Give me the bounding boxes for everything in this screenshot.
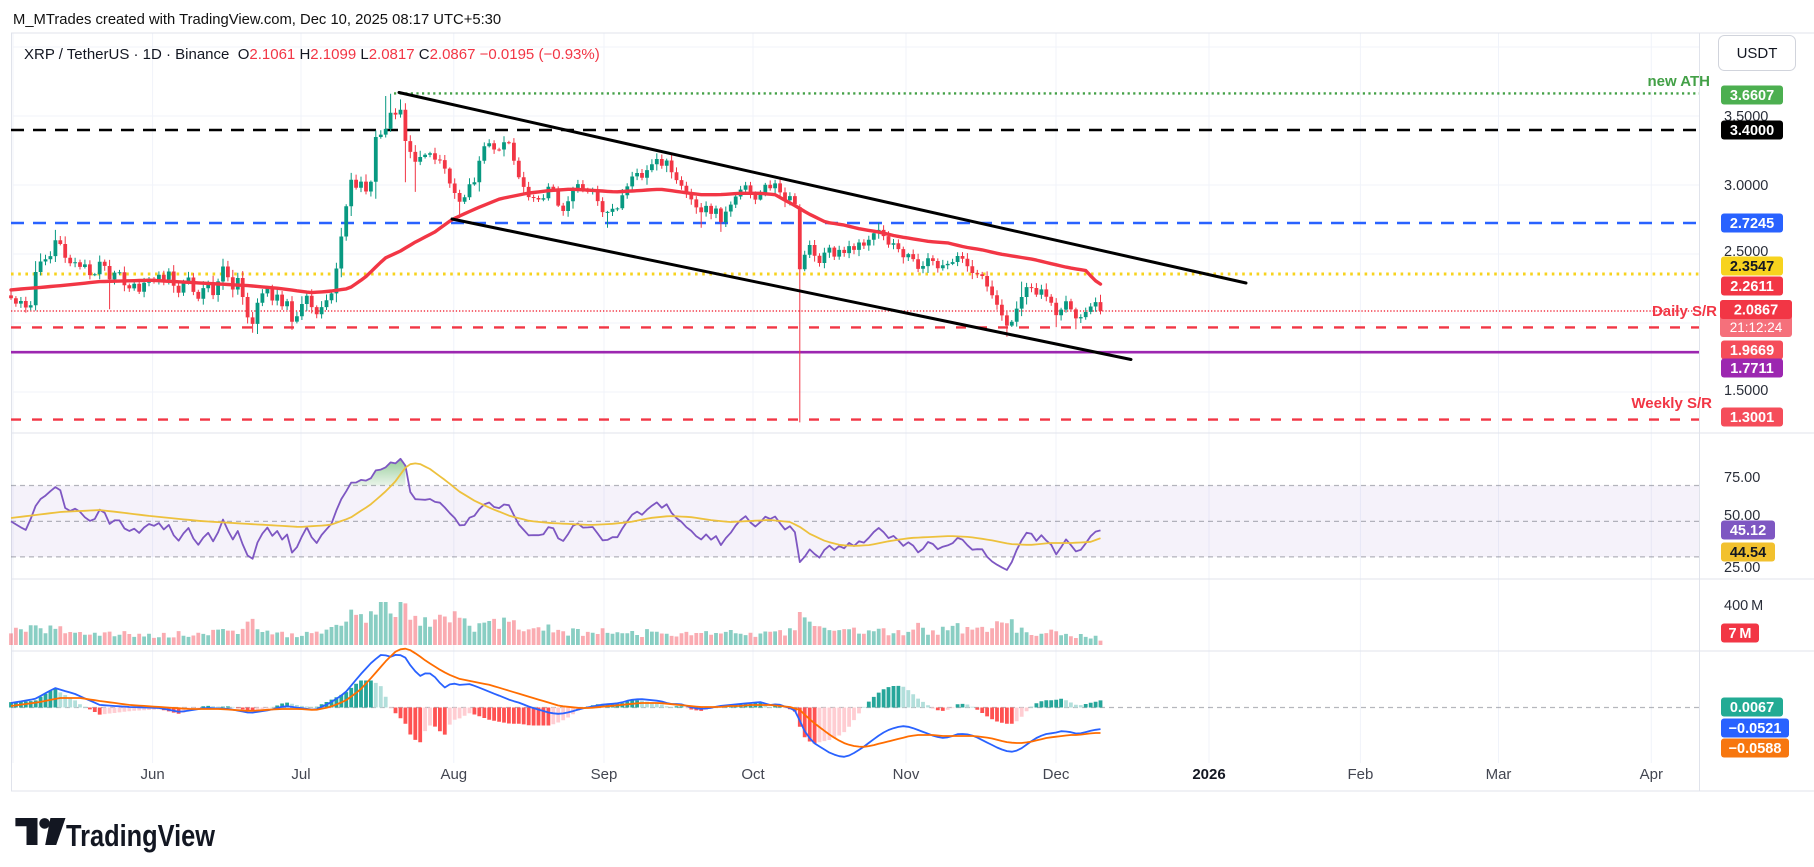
svg-text:Dec: Dec xyxy=(1043,766,1070,783)
svg-text:25.00: 25.00 xyxy=(1724,560,1760,576)
svg-text:7 M: 7 M xyxy=(1728,626,1751,642)
svg-text:Aug: Aug xyxy=(440,766,467,783)
svg-text:2.7245: 2.7245 xyxy=(1730,216,1774,232)
svg-text:3.4000: 3.4000 xyxy=(1730,123,1774,139)
svg-text:Oct: Oct xyxy=(741,766,765,783)
svg-text:21:12:24: 21:12:24 xyxy=(1730,320,1783,335)
svg-text:new ATH: new ATH xyxy=(1648,73,1711,90)
svg-text:Nov: Nov xyxy=(893,766,920,783)
svg-text:2.0867: 2.0867 xyxy=(1734,303,1778,319)
svg-text:75.00: 75.00 xyxy=(1724,470,1760,486)
svg-text:3.0000: 3.0000 xyxy=(1724,178,1768,194)
svg-text:3.6607: 3.6607 xyxy=(1730,88,1774,104)
svg-text:−0.0588: −0.0588 xyxy=(1729,741,1782,757)
svg-text:Mar: Mar xyxy=(1486,766,1512,783)
svg-text:0.0067: 0.0067 xyxy=(1730,700,1774,716)
svg-text:Feb: Feb xyxy=(1347,766,1373,783)
svg-text:Jun: Jun xyxy=(141,766,165,783)
svg-text:Weekly S/R: Weekly S/R xyxy=(1631,395,1712,412)
svg-text:2.5000: 2.5000 xyxy=(1724,244,1768,260)
svg-text:Jul: Jul xyxy=(291,766,310,783)
svg-text:2.3547: 2.3547 xyxy=(1730,259,1774,275)
svg-text:−0.0521: −0.0521 xyxy=(1729,721,1782,737)
svg-text:1.5000: 1.5000 xyxy=(1724,383,1768,399)
svg-text:2.2611: 2.2611 xyxy=(1730,279,1774,295)
svg-text:USDT: USDT xyxy=(1737,45,1778,62)
svg-text:2026: 2026 xyxy=(1192,766,1225,783)
svg-text:1.9669: 1.9669 xyxy=(1730,343,1774,359)
svg-text:Apr: Apr xyxy=(1640,766,1663,783)
svg-text:TradingView: TradingView xyxy=(66,818,216,853)
svg-text:M_MTrades created with Trading: M_MTrades created with TradingView.com, … xyxy=(13,12,501,28)
svg-text:400 M: 400 M xyxy=(1724,598,1763,614)
svg-text:1.7711: 1.7711 xyxy=(1730,361,1774,377)
svg-text:50.00: 50.00 xyxy=(1724,508,1760,524)
svg-text:1.3001: 1.3001 xyxy=(1730,410,1774,426)
svg-text:Sep: Sep xyxy=(591,766,618,783)
svg-text:44.54: 44.54 xyxy=(1730,545,1766,561)
svg-text:45.12: 45.12 xyxy=(1730,523,1766,539)
svg-text:XRP / TetherUS · 1D · Binance: XRP / TetherUS · 1D · Binance O2.1061 H2… xyxy=(24,46,600,63)
svg-text:Daily S/R: Daily S/R xyxy=(1652,303,1717,320)
